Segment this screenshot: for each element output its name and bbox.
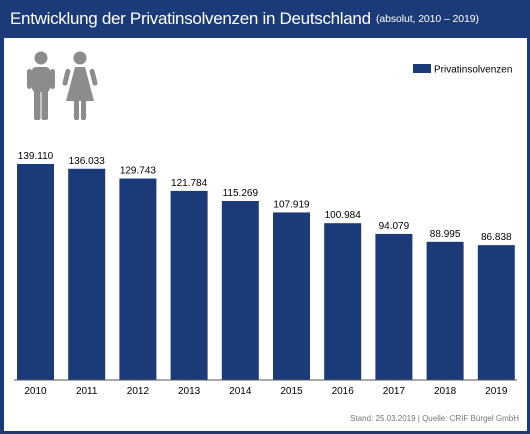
legend-label: Privatinsolvenzen [434, 65, 512, 76]
legend-swatch [413, 64, 431, 73]
x-tick-2015: 2015 [280, 386, 303, 397]
bar-2010 [17, 164, 54, 380]
chart-title: Entwicklung der Privatinsolvenzen in Deu… [10, 9, 371, 28]
x-tick-2011: 2011 [76, 386, 98, 397]
value-label-2017: 94.079 [379, 221, 410, 232]
value-label-2012: 129.743 [120, 166, 157, 177]
title-bar: Entwicklung der Privatinsolvenzen in Deu… [0, 0, 530, 38]
x-tick-2014: 2014 [229, 386, 252, 397]
chart-subtitle: (absolut, 2010 – 2019) [376, 13, 479, 25]
woman-icon [62, 51, 98, 120]
value-label-2011: 136.033 [69, 156, 106, 167]
bar-2013 [170, 190, 208, 380]
x-tick-2013: 2013 [178, 386, 201, 397]
bar-chart: Privatinsolvenzen 139.110 136.033129.7431… [14, 51, 517, 397]
chart-panel: Privatinsolvenzen 139.110 136.033 129.743 1… [4, 38, 527, 431]
bar-2012 [119, 178, 157, 380]
value-label-2018: 88.995 [430, 229, 461, 240]
bar-2014 [221, 201, 259, 380]
value-label-2015: 107.919 [273, 199, 310, 210]
bar-2015 [273, 212, 310, 380]
value-labels: 139.110 136.033 129.743 121.784 115.269 107.9… [18, 151, 512, 243]
x-tick-2012: 2012 [127, 386, 150, 397]
value-label-2010: 139.110 [18, 151, 54, 162]
value-label-2013: 121.784 [171, 178, 208, 189]
x-tick-2017: 2017 [383, 386, 406, 397]
legend: Privatinsolvenzen [413, 64, 512, 76]
value-label-2019: 86.838 [481, 232, 512, 243]
bar-series [17, 164, 515, 380]
source-note: Stand: 25.03.2019 | Quelle: CRIF Bürgel … [350, 414, 519, 423]
value-label-2014: 115.269 [223, 188, 259, 199]
bar-2018 [426, 241, 464, 380]
x-axis-tick-labels: 2010 2011 2012 2013 2014 2015 2016 2017 2018 2019 [24, 386, 507, 397]
man-icon [27, 51, 55, 120]
x-tick-2016: 2016 [332, 386, 355, 397]
value-label-2016: 100.984 [325, 210, 362, 221]
x-tick-2018: 2018 [434, 386, 457, 397]
x-tick-2010: 2010 [24, 386, 47, 397]
bar-2016 [324, 223, 362, 380]
x-tick-2019: 2019 [485, 386, 508, 397]
bar-2017 [375, 233, 413, 380]
bar-2011 [68, 168, 106, 380]
bar-2019 [477, 245, 515, 380]
